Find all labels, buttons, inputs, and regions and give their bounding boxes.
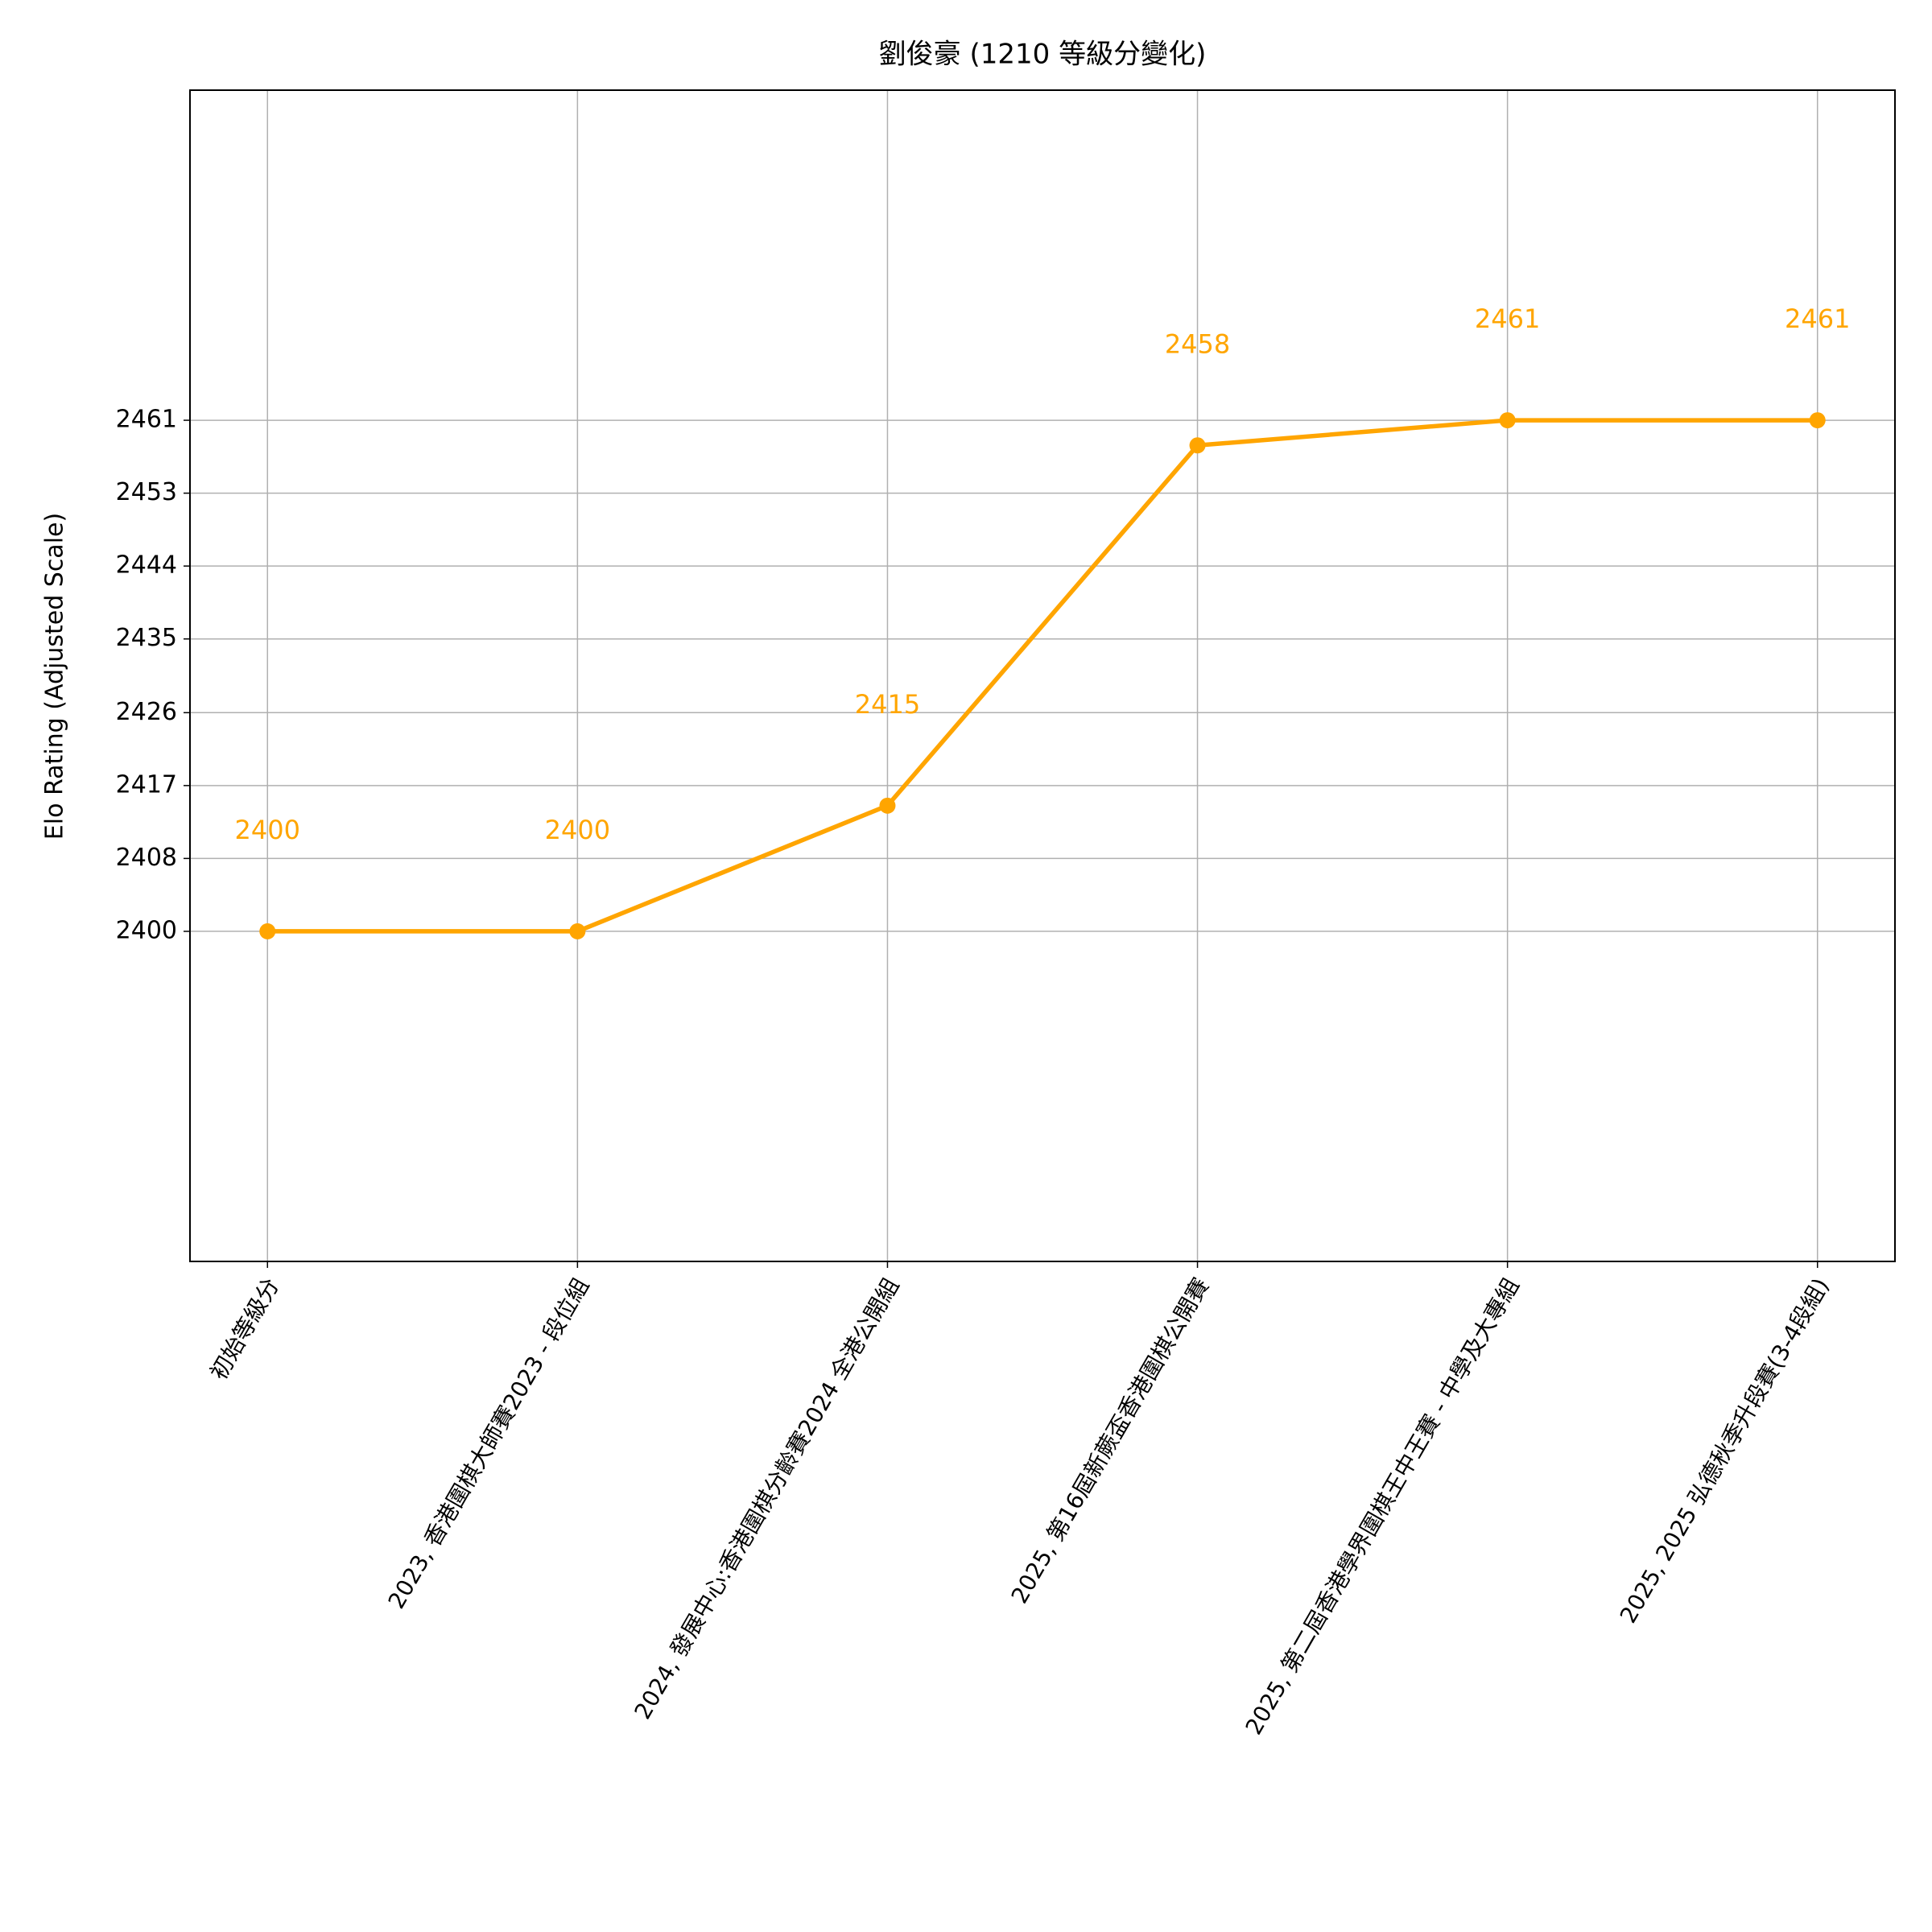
x-tick-label: 2024, 發展中心:香港圍棋分齡賽2024 全港公開組	[630, 1274, 905, 1724]
data-point	[1809, 412, 1826, 429]
x-tick-label: 初始等級分	[205, 1274, 285, 1385]
y-tick-label: 2400	[116, 916, 177, 944]
y-tick-label: 2444	[116, 551, 177, 580]
data-label: 2400	[235, 815, 300, 845]
data-point	[569, 923, 586, 939]
data-point	[879, 797, 896, 814]
y-tick-label: 2417	[116, 770, 177, 799]
data-label: 2461	[1785, 303, 1850, 334]
y-axis-label: Elo Rating (Adjusted Scale)	[41, 513, 69, 840]
data-point	[1499, 412, 1516, 429]
x-tick-label: 2023, 香港圍棋大師賽2023 - 段位組	[383, 1274, 595, 1613]
y-tick-label: 2435	[116, 624, 177, 652]
data-point	[259, 923, 276, 939]
x-tick-label: 2025, 第16屆新蕨盃香港圍棋公開賽	[1006, 1274, 1215, 1608]
chart-title: 劉俊豪 (1210 等級分變化)	[879, 39, 1207, 71]
plot-frame	[189, 89, 1896, 1262]
y-tick-label: 2453	[116, 478, 177, 506]
y-tick-label: 2426	[116, 698, 177, 726]
data-label: 2458	[1165, 328, 1230, 359]
data-label: 2415	[855, 689, 920, 720]
data-label: 2461	[1475, 303, 1540, 334]
x-tick-label: 2025, 第二屆香港學界圍棋王中王賽 - 中學及大專組	[1241, 1274, 1525, 1740]
data-line	[267, 418, 1818, 934]
data-label: 2400	[545, 815, 610, 845]
y-tick-label: 2408	[116, 844, 177, 872]
x-tick-label: 2025, 2025 弘德秋季升段賽(3-4段組)	[1615, 1274, 1835, 1628]
y-tick-label: 2461	[116, 406, 177, 434]
data-point	[1189, 437, 1206, 454]
